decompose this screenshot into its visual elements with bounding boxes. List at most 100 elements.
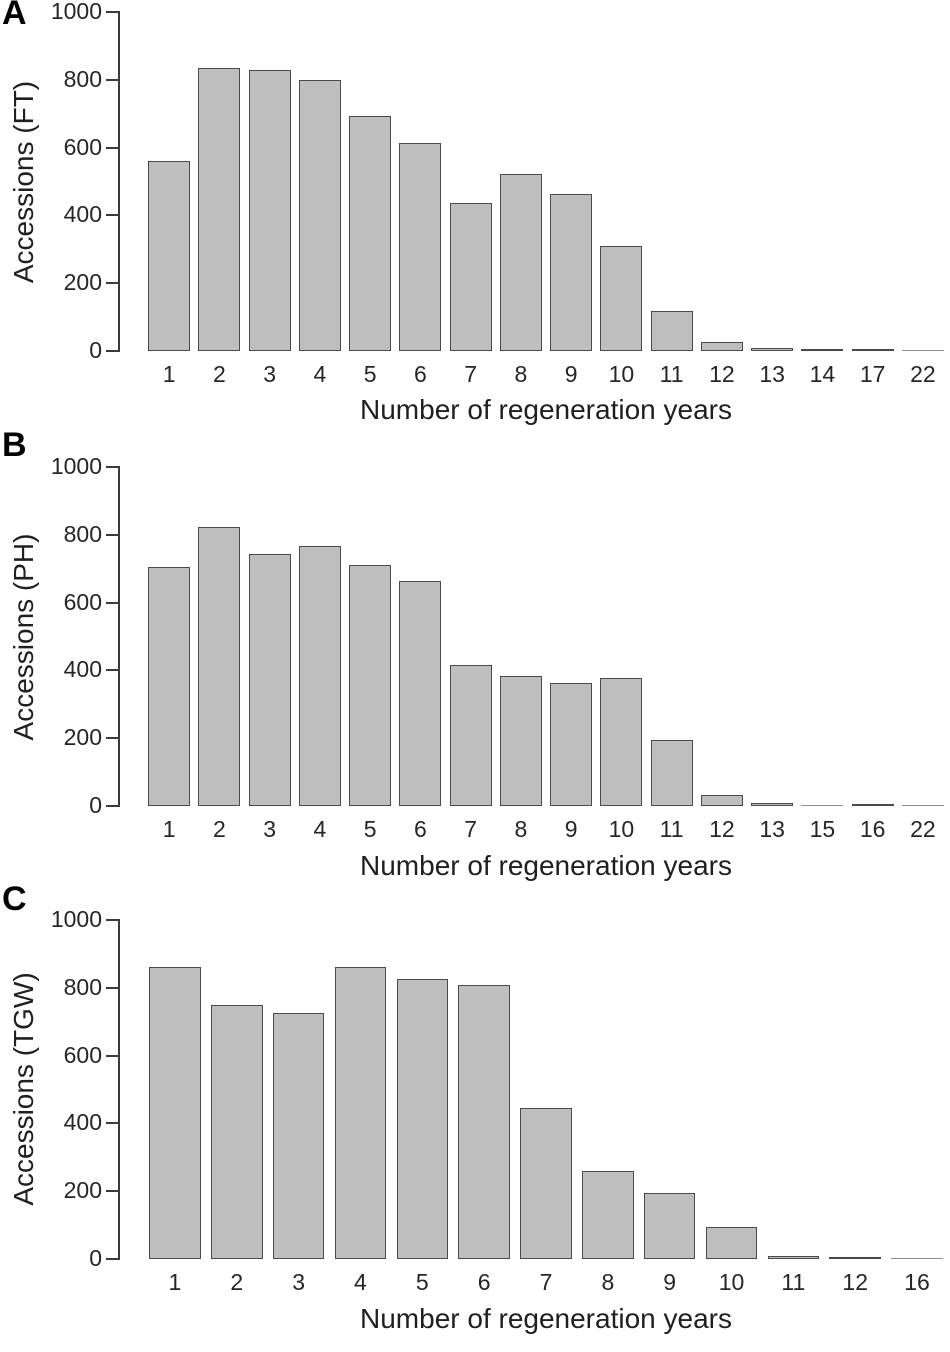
bar: [248, 69, 291, 351]
x-tick-label: 2: [230, 1269, 244, 1295]
x-tick-label: 2: [212, 361, 226, 387]
bar-plot: 0 200 400 600 800 1000 1 2 3 4 5 6 7 8 9 10 11 12 13 14 17 22: [0, 0, 950, 430]
chart-panel-b: B Accessions (PH) 0 200 400 600 800 1000 1 2 3 4 5…: [0, 428, 950, 881]
bar: [198, 527, 241, 806]
x-tick-label: 16: [859, 816, 886, 842]
bar: [396, 978, 449, 1259]
x-tick-label: 22: [910, 361, 936, 387]
y-axis-tick: [106, 146, 120, 149]
bar: [550, 683, 593, 806]
y-tick-label: 800: [63, 973, 102, 1000]
bar: [148, 566, 191, 806]
x-tick-label: 4: [313, 361, 327, 387]
bar: [851, 349, 894, 352]
y-axis-tick: [106, 1190, 120, 1193]
x-tick-label: 6: [477, 1269, 491, 1295]
x-tick-label: 8: [514, 816, 528, 842]
bar: [149, 967, 201, 1259]
bar: [211, 1005, 263, 1259]
bar: [582, 1170, 634, 1259]
y-tick-label: 400: [63, 1109, 102, 1136]
y-axis-tick: [106, 601, 120, 604]
x-tick-label: 8: [514, 361, 528, 387]
bar: [449, 665, 492, 806]
y-axis-tick: [106, 1258, 120, 1260]
y-tick-label: 0: [89, 1245, 102, 1271]
y-axis-tick: [106, 669, 120, 672]
x-tick-label: 14: [809, 361, 836, 387]
bar: [198, 67, 241, 351]
y-axis-tick: [106, 282, 120, 285]
bar: [705, 1226, 758, 1259]
y-axis-line: [118, 11, 120, 352]
x-tick-label: 15: [809, 816, 836, 842]
y-axis-tick: [106, 214, 120, 217]
y-axis-line: [118, 919, 120, 1260]
y-axis-tick: [106, 1122, 120, 1125]
bar-plot: 0 200 400 600 800 1000 1 2 3 4 5 6 7 8 9 10 11 12 13 15 16 22: [0, 430, 950, 880]
x-tick-label: 3: [263, 816, 277, 842]
y-tick-label: 600: [63, 133, 102, 160]
x-axis-title: Number of regeneration years: [360, 1303, 732, 1334]
x-axis-title: Number of regeneration years: [360, 850, 732, 881]
x-tick-label: 7: [464, 361, 478, 387]
y-tick-label: 1000: [50, 906, 102, 932]
x-tick-label: 3: [263, 361, 277, 387]
bar: [449, 202, 492, 351]
y-tick-label: 200: [63, 269, 102, 296]
bar: [751, 347, 794, 351]
x-tick-label: 9: [564, 361, 578, 387]
bar: [901, 349, 944, 351]
y-axis-tick: [106, 805, 120, 807]
x-tick-label: 1: [162, 816, 176, 842]
x-tick-label: 9: [564, 816, 578, 842]
x-tick-label: 10: [608, 816, 635, 842]
x-tick-label: 10: [718, 1269, 745, 1295]
panel-label-a: A: [2, 0, 27, 32]
bar: [399, 142, 442, 351]
x-tick-label: 4: [354, 1269, 367, 1295]
panel-label-c: C: [2, 880, 27, 918]
chart-panel-c: C Accessions (TGW) 0 200 400 600 800 1000 1 2 3 4…: [0, 880, 950, 1352]
bar: [458, 985, 510, 1259]
y-tick-label: 800: [63, 65, 102, 92]
y-axis-tick: [106, 919, 120, 921]
y-tick-label: 1000: [50, 0, 102, 24]
bar: [891, 1257, 943, 1259]
bar: [700, 795, 743, 806]
bar: [600, 677, 643, 806]
bar: [801, 349, 844, 352]
bar: [349, 116, 392, 351]
bar: [148, 161, 191, 351]
y-tick-label: 400: [63, 201, 102, 228]
y-tick-label: 1000: [50, 453, 102, 479]
bar: [272, 1012, 325, 1259]
x-tick-label: 12: [709, 816, 735, 842]
y-axis-tick: [106, 737, 120, 740]
bar: [751, 802, 794, 806]
bar: [520, 1107, 572, 1259]
y-tick-label: 0: [89, 337, 102, 363]
x-tick-label: 4: [313, 816, 327, 842]
x-tick-label: 7: [464, 816, 478, 842]
x-tick-label: 5: [363, 361, 377, 387]
x-tick-label: 8: [601, 1269, 615, 1295]
x-tick-label: 1: [162, 361, 176, 387]
chart-panel-a: A Accessions (FT) 0 200 400 600 800 1000 1 2 3 4 5…: [0, 0, 950, 430]
x-tick-label: 13: [759, 361, 785, 387]
bar: [248, 554, 291, 806]
x-tick-label: 6: [413, 816, 427, 842]
x-tick-label: 6: [413, 361, 427, 387]
y-axis-tick: [106, 1054, 120, 1057]
bar: [767, 1256, 820, 1259]
x-tick-label: 12: [842, 1269, 869, 1295]
x-tick-label: 7: [539, 1269, 553, 1295]
x-tick-label: 11: [781, 1269, 806, 1295]
x-axis-title: Number of regeneration years: [360, 394, 732, 425]
bar: [499, 174, 542, 351]
x-tick-label: 16: [904, 1269, 930, 1295]
y-tick-label: 800: [63, 520, 102, 547]
x-tick-label: 5: [363, 816, 377, 842]
y-tick-label: 0: [89, 792, 102, 818]
bar: [700, 341, 743, 351]
